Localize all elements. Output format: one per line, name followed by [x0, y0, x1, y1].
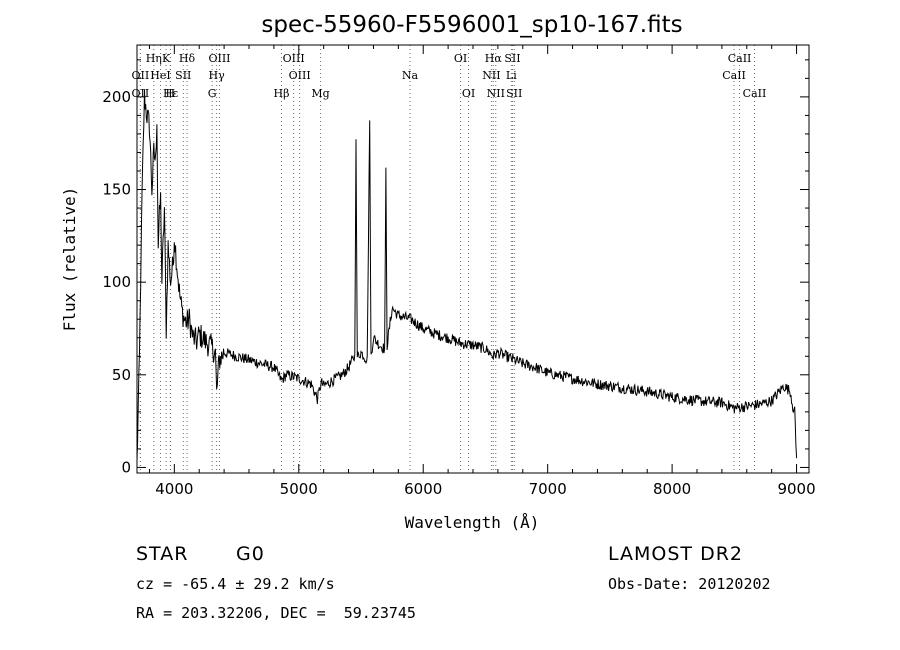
line-label: Li — [506, 69, 517, 82]
spectrum-line — [136, 89, 798, 460]
line-label: SII — [506, 87, 522, 100]
line-label: OIII — [289, 69, 311, 82]
spectrum-series — [136, 89, 798, 460]
coordinates: RA = 203.32206, DEC = 59.23745 — [136, 604, 416, 622]
x-tick-label: 7000 — [529, 480, 567, 498]
line-label: NII — [487, 87, 505, 100]
line-label: OI — [462, 87, 475, 100]
object-subclass: G0 — [236, 543, 265, 565]
line-label: Hβ — [274, 87, 290, 100]
redshift-value: cz = -65.4 ± 29.2 km/s — [136, 575, 335, 593]
y-axis-label: Flux (relative) — [60, 187, 79, 332]
line-label: G — [208, 87, 217, 100]
y-tick-label: 150 — [102, 181, 131, 199]
line-label: CaII — [722, 69, 746, 82]
line-label: OI — [454, 52, 467, 65]
x-tick-label: 6000 — [404, 480, 442, 498]
line-label: SII — [175, 69, 191, 82]
line-label: OIII — [283, 52, 305, 65]
line-label: Hε — [163, 87, 179, 100]
line-label: Hγ — [209, 69, 226, 82]
line-label: NII — [482, 69, 500, 82]
line-label: Hα — [485, 52, 503, 65]
x-tick-label: 5000 — [280, 480, 318, 498]
axes: 4000 5000 6000 7000 8000 9000 0 50 100 150 200 — [102, 44, 816, 498]
y-tick-label: 50 — [112, 366, 131, 384]
line-label: HeI — [150, 69, 170, 82]
line-label: H — [166, 87, 176, 100]
line-label: OII — [132, 87, 150, 100]
line-label: Mg — [311, 87, 329, 100]
y-tick-label: 200 — [102, 88, 131, 106]
chart-title: spec-55960-F5596001_sp10-167.fits — [261, 12, 682, 38]
object-class: STAR — [136, 543, 189, 565]
line-label: Na — [402, 69, 419, 82]
observation-date: Obs-Date: 20120202 — [608, 575, 771, 593]
spectral-line-markers — [139, 45, 755, 473]
line-label: Hη — [146, 52, 162, 65]
x-tick-label: 8000 — [653, 480, 691, 498]
x-axis-label: Wavelength (Å) — [405, 513, 540, 532]
line-label: CaII — [743, 87, 767, 100]
y-tick-label: 0 — [121, 458, 131, 476]
survey-name: LAMOST DR2 — [608, 543, 743, 565]
line-label: OIII — [208, 52, 230, 65]
y-tick-label: 100 — [102, 273, 131, 291]
line-label: OII — [132, 69, 150, 82]
line-label: Hδ — [179, 52, 196, 65]
line-label: SII — [504, 52, 520, 65]
plot-frame — [136, 44, 810, 474]
line-label: CaII — [728, 52, 752, 65]
x-tick-label: 9000 — [777, 480, 815, 498]
line-label: K — [162, 52, 171, 65]
x-tick-label: 4000 — [155, 480, 193, 498]
